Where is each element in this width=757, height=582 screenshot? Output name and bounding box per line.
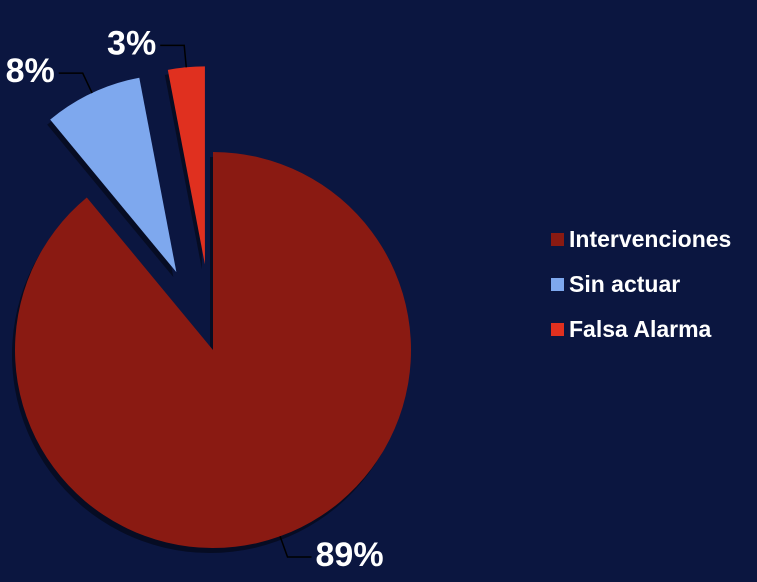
leader-line xyxy=(279,536,312,558)
legend-swatch xyxy=(551,233,564,246)
legend-swatch xyxy=(551,278,564,291)
legend-label: Falsa Alarma xyxy=(569,316,712,342)
slice xyxy=(50,77,177,273)
value-label: 89% xyxy=(316,536,384,574)
value-label: 3% xyxy=(107,24,156,62)
legend-label: Intervenciones xyxy=(569,226,731,252)
leader-line xyxy=(58,72,93,94)
value-label: 8% xyxy=(6,52,55,90)
slice xyxy=(167,66,205,265)
legend-label: Sin actuar xyxy=(569,271,680,297)
leader-line xyxy=(160,44,188,68)
legend-swatch xyxy=(551,323,564,336)
slice xyxy=(14,152,412,548)
